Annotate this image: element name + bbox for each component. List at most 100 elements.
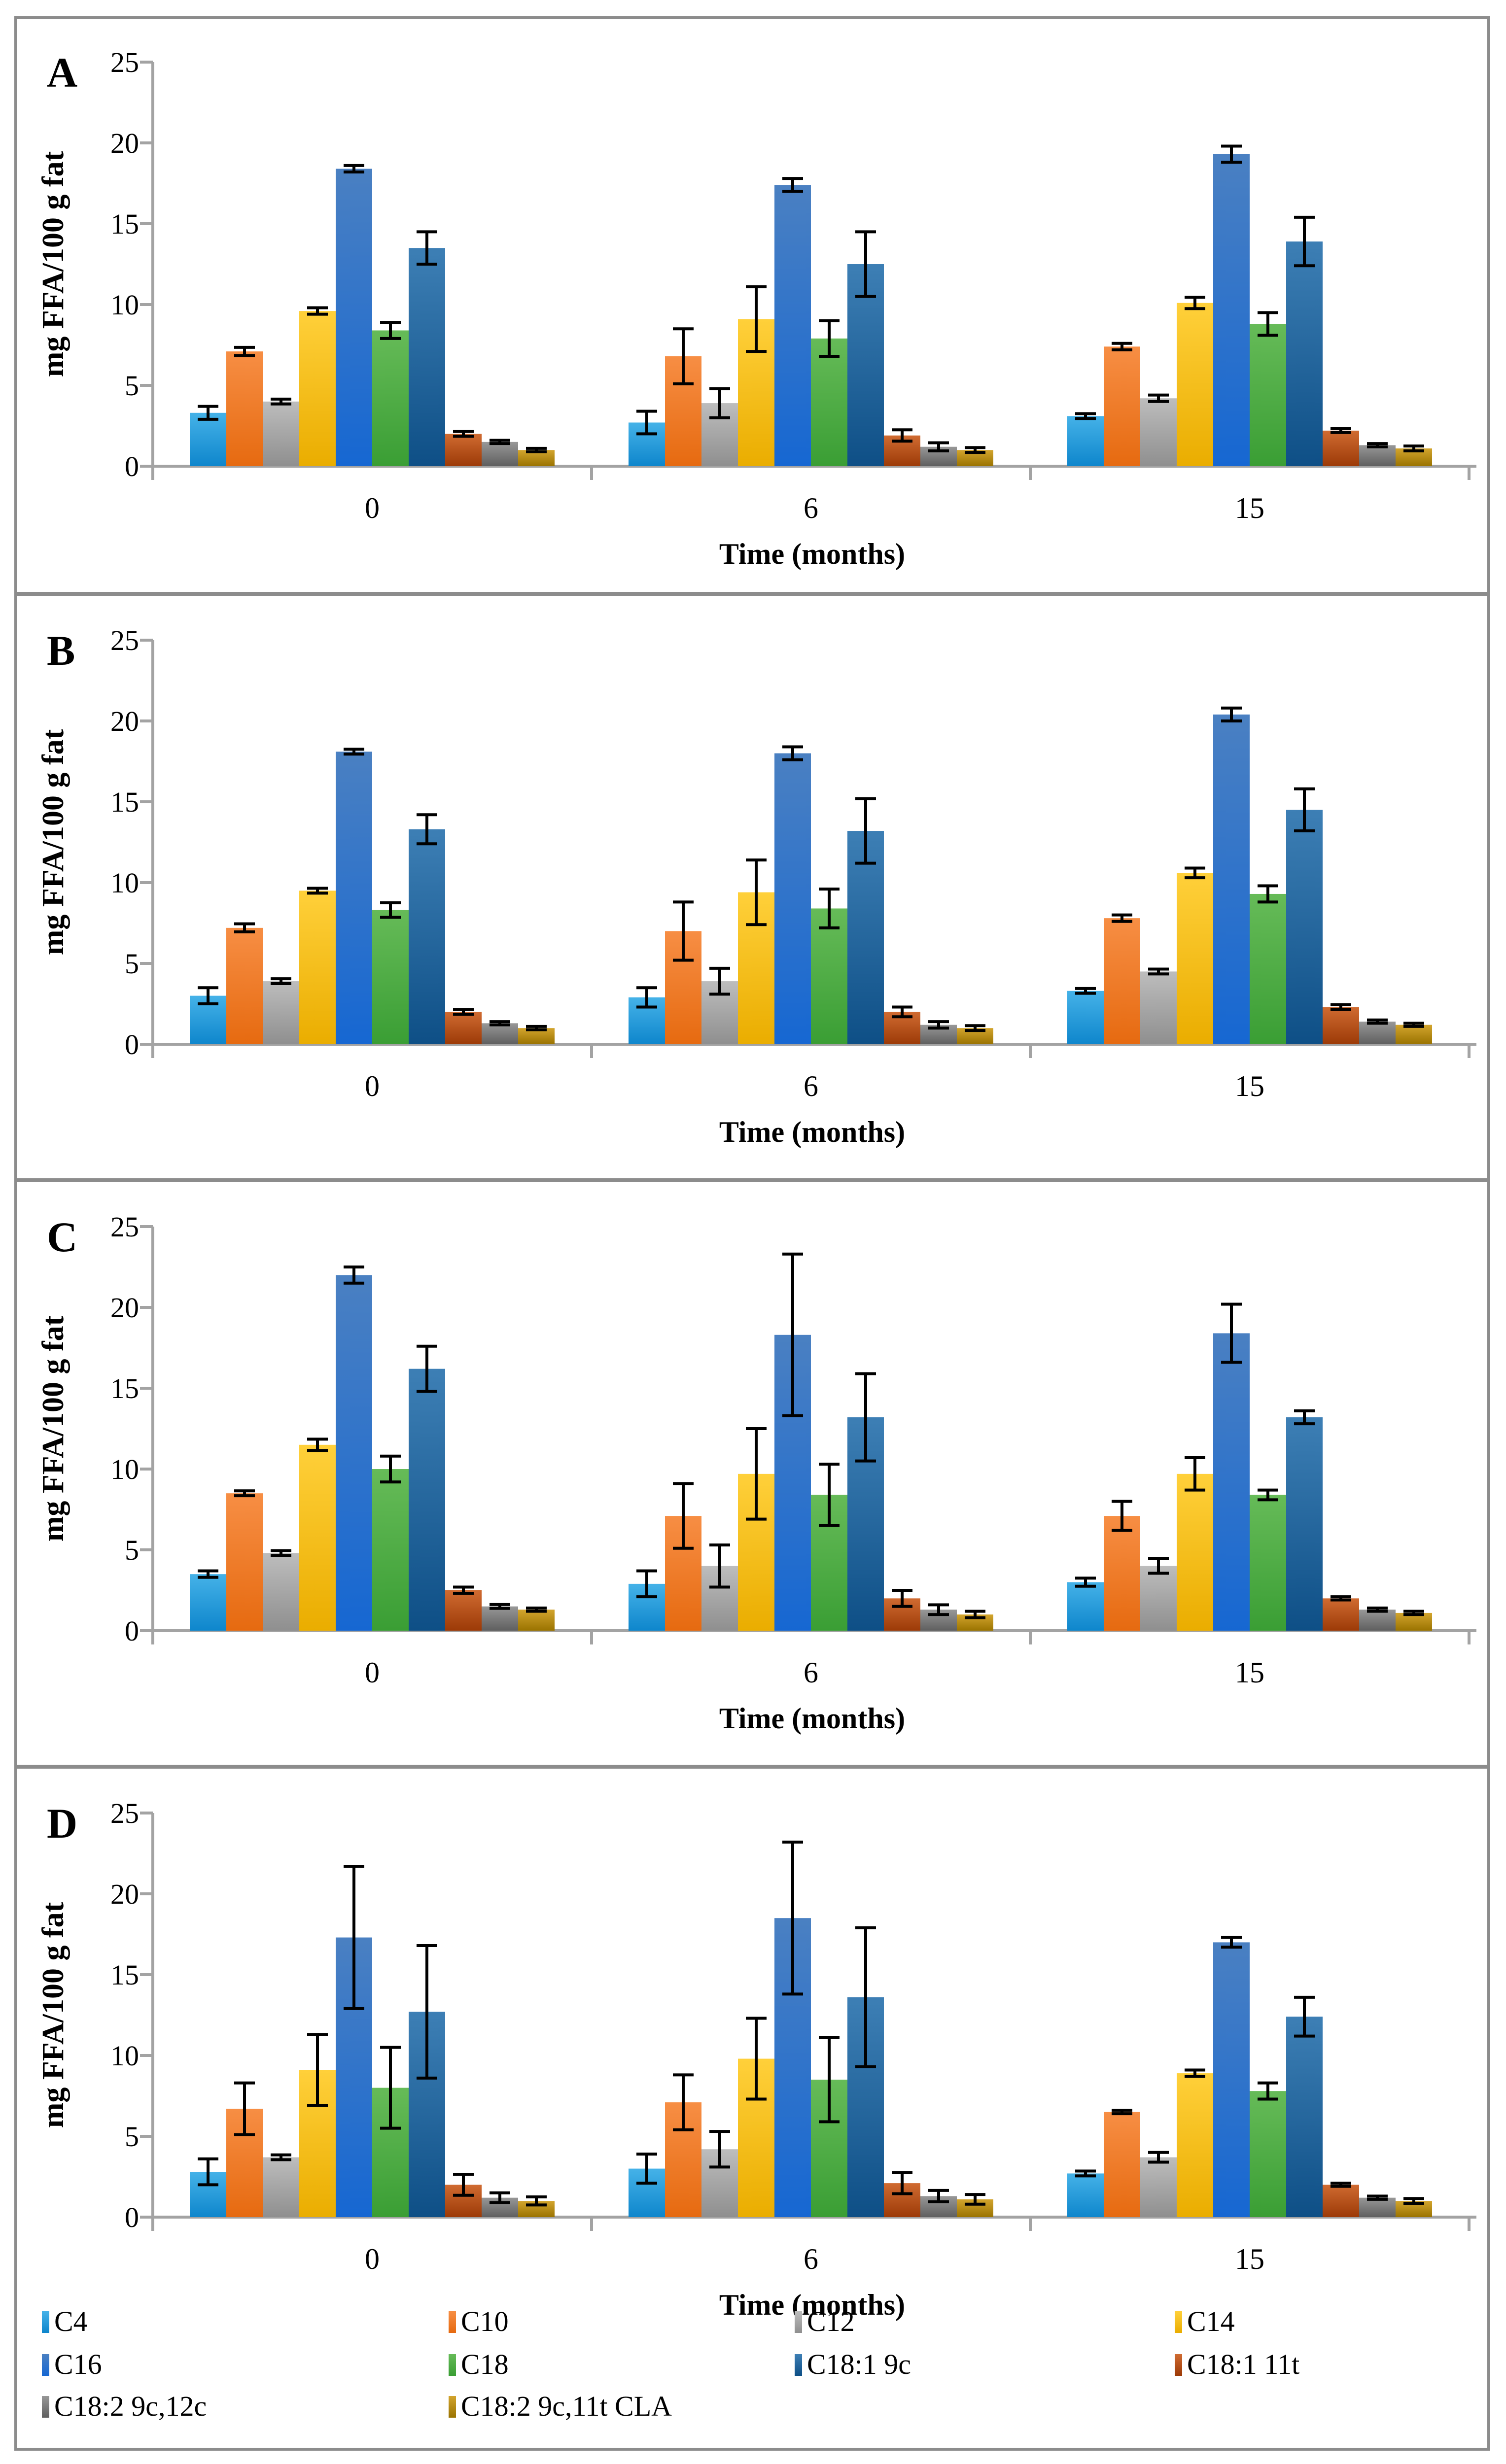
bar-C10-month-0: [226, 351, 263, 466]
bar-C18-2-9c-12c-month-15: [1359, 1022, 1396, 1044]
bar-C10-month-15: [1104, 2112, 1140, 2217]
bar-C12-month-15: [1140, 398, 1177, 466]
y-tick-label-0: 0: [125, 450, 139, 482]
x-category-label-0: 0: [365, 2243, 380, 2275]
bar-C18-1-9c-month-6: [847, 831, 884, 1044]
bar-C10-month-15: [1104, 346, 1140, 466]
bar-C18-2-9c-12c-month-15: [1359, 2197, 1396, 2217]
x-category-label-15: 15: [1235, 492, 1264, 524]
bar-C18-1-11t-month-0: [445, 1012, 482, 1044]
bar-C18-2-9c-12c-month-0: [482, 1023, 518, 1044]
bar-C18-month-0: [372, 1469, 409, 1631]
bar-C18-2-9c-12c-month-15: [1359, 1609, 1396, 1631]
y-tick-label-5: 5: [125, 1534, 139, 1566]
bar-C16-month-6: [774, 753, 811, 1044]
x-axis-title-b: Time (months): [719, 1116, 905, 1148]
panel-letter-a: A: [47, 49, 77, 96]
bar-C18-1-11t-month-0: [445, 434, 482, 466]
bar-C12-month-0: [263, 2157, 299, 2217]
y-axis-title-b: mg FFA/100 g fat: [36, 729, 70, 955]
legend-swatch-C10: [449, 2311, 456, 2333]
y-tick-label-25: 25: [110, 1797, 139, 1829]
figure-border: [14, 16, 1490, 2451]
bar-C16-month-0: [336, 1275, 372, 1631]
y-tick-label-0: 0: [125, 1615, 139, 1647]
bar-C14-month-0: [299, 311, 336, 466]
x-axis-title-c: Time (months): [719, 1702, 905, 1735]
bar-C10-month-0: [226, 927, 263, 1044]
x-category-label-6: 6: [804, 492, 818, 524]
legend-label-C18-1-9c: C18:1 9c: [807, 2348, 911, 2380]
x-category-label-15: 15: [1235, 1070, 1264, 1102]
bar-C12-month-15: [1140, 1566, 1177, 1631]
bar-C4-month-15: [1067, 991, 1104, 1044]
legend-swatch-C16: [42, 2354, 49, 2376]
legend-swatch-C18-2-9c-12c: [42, 2396, 49, 2418]
y-tick-label-25: 25: [110, 1211, 139, 1243]
y-tick-label-15: 15: [110, 208, 139, 240]
bar-C18-1-11t-month-15: [1323, 1007, 1359, 1044]
bar-C10-month-15: [1104, 918, 1140, 1044]
bar-C10-month-0: [226, 1493, 263, 1631]
y-tick-label-25: 25: [110, 46, 139, 78]
x-category-label-0: 0: [365, 1070, 380, 1102]
legend-label-C18: C18: [461, 2348, 509, 2380]
y-tick-label-25: 25: [110, 624, 139, 656]
bar-C4-month-0: [190, 1574, 226, 1631]
x-axis-title-d: Time (months): [719, 2289, 905, 2321]
legend-label-C4: C4: [54, 2305, 88, 2337]
x-category-label-15: 15: [1235, 1656, 1264, 1689]
y-tick-label-10: 10: [110, 2040, 139, 2072]
bar-C14-month-0: [299, 890, 336, 1044]
y-tick-label-0: 0: [125, 1028, 139, 1061]
bar-C16-month-0: [336, 752, 372, 1044]
y-tick-label-10: 10: [110, 867, 139, 899]
y-tick-label-15: 15: [110, 1959, 139, 1991]
bar-C16-month-15: [1213, 1333, 1250, 1631]
bar-C18-month-6: [811, 908, 847, 1044]
bar-C16-month-15: [1213, 154, 1250, 467]
legend-swatch-C18: [449, 2354, 456, 2376]
bar-C18-1-11t-month-0: [445, 1590, 482, 1631]
y-axis-title-c: mg FFA/100 g fat: [36, 1315, 70, 1541]
y-tick-label-15: 15: [110, 1372, 139, 1404]
x-category-label-0: 0: [365, 1656, 380, 1689]
bar-C14-month-15: [1177, 303, 1213, 466]
y-tick-label-0: 0: [125, 2201, 139, 2233]
y-tick-label-20: 20: [110, 1292, 139, 1324]
legend-swatch-C4: [42, 2311, 49, 2333]
panel-letter-d: D: [47, 1800, 77, 1847]
bar-C18-1-9c-month-15: [1286, 2017, 1323, 2217]
bar-C18-month-15: [1250, 2091, 1286, 2217]
bar-C18-month-15: [1250, 893, 1286, 1044]
bar-C18-month-15: [1250, 324, 1286, 466]
bar-C16-month-15: [1213, 714, 1250, 1044]
bar-C18-1-11t-month-15: [1323, 2185, 1359, 2217]
legend-label-C18-1-11t: C18:1 11t: [1187, 2348, 1299, 2380]
y-tick-label-15: 15: [110, 786, 139, 818]
bar-C14-month-15: [1177, 873, 1213, 1044]
bar-C12-month-15: [1140, 971, 1177, 1044]
legend-swatch-C14: [1175, 2311, 1182, 2333]
bar-C4-month-15: [1067, 416, 1104, 466]
legend-swatch-C12: [795, 2311, 802, 2333]
bar-C18-1-9c-month-0: [409, 248, 445, 466]
y-tick-label-20: 20: [110, 127, 139, 159]
bar-C12-month-0: [263, 401, 299, 466]
panel-letter-c: C: [47, 1213, 77, 1261]
y-tick-label-5: 5: [125, 948, 139, 980]
bar-C16-month-6: [774, 185, 811, 466]
bar-C12-month-0: [263, 981, 299, 1044]
y-tick-label-10: 10: [110, 289, 139, 321]
bar-C18-1-9c-month-15: [1286, 1417, 1323, 1631]
x-category-label-15: 15: [1235, 2243, 1264, 2275]
x-category-label-6: 6: [804, 1070, 818, 1102]
bar-C18-1-11t-month-15: [1323, 430, 1359, 466]
bar-C18-month-0: [372, 910, 409, 1044]
legend-label-C16: C16: [54, 2348, 102, 2380]
bar-C4-month-0: [190, 412, 226, 466]
bar-C18-month-6: [811, 338, 847, 466]
bar-C4-month-15: [1067, 1582, 1104, 1631]
